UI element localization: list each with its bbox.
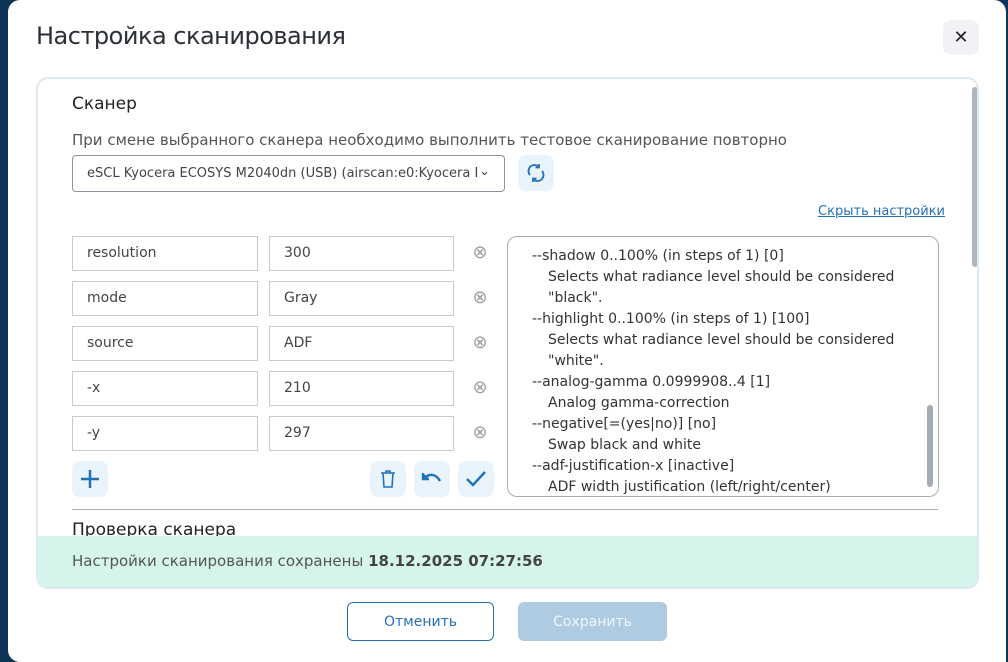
remove-circle-icon: ⊗ bbox=[472, 422, 488, 443]
help-line: ADF width justification (left/right/cent… bbox=[548, 479, 831, 495]
status-timestamp: 18.12.2025 07:27:56 bbox=[368, 552, 543, 570]
help-line: Selects what radiance level should be co… bbox=[548, 269, 895, 306]
chevron-down-icon: ⌄ bbox=[479, 164, 490, 179]
apply-button[interactable] bbox=[458, 461, 494, 497]
undo-icon bbox=[421, 473, 442, 482]
param-name-input[interactable]: source bbox=[72, 326, 258, 361]
status-text: Настройки сканирования сохранены bbox=[72, 552, 364, 570]
panel-scrollbar[interactable] bbox=[972, 87, 977, 267]
dialog-title: Настройка сканирования bbox=[36, 22, 346, 50]
help-line: Selects what radiance level should be co… bbox=[548, 332, 895, 369]
refresh-icon bbox=[527, 164, 545, 182]
help-line: --analog-gamma 0.0999908..4 [1] bbox=[532, 374, 771, 390]
hide-settings-link[interactable]: Скрыть настройки bbox=[818, 204, 945, 219]
param-name-input[interactable]: mode bbox=[72, 281, 258, 316]
remove-circle-icon: ⊗ bbox=[472, 287, 488, 308]
help-scrollbar[interactable] bbox=[927, 405, 933, 487]
help-line: --negative[=(yes|no)] [no] bbox=[532, 416, 717, 432]
remove-param-button[interactable]: ⊗ bbox=[470, 243, 490, 263]
param-name-input[interactable]: -y bbox=[72, 416, 258, 451]
scanner-note: При смене выбранного сканера необходимо … bbox=[72, 131, 787, 149]
scanner-select[interactable]: eSCL Kyocera ECOSYS M2040dn (USB) (airsc… bbox=[72, 155, 505, 192]
remove-circle-icon: ⊗ bbox=[472, 242, 488, 263]
help-line: --highlight 0..100% (in steps of 1) [100… bbox=[532, 311, 810, 327]
scan-settings-dialog: Настройка сканирования ✕ Сканер При смен… bbox=[8, 0, 1006, 662]
help-line: --shadow 0..100% (in steps of 1) [0] bbox=[532, 248, 784, 264]
scanner-check-heading: Проверка сканера bbox=[72, 520, 237, 540]
help-line: Analog gamma-correction bbox=[548, 395, 730, 411]
help-line: --adf-justification-x [inactive] bbox=[532, 458, 735, 474]
refresh-scanners-button[interactable] bbox=[518, 155, 554, 191]
remove-param-button[interactable]: ⊗ bbox=[470, 378, 490, 398]
save-button[interactable]: Сохранить bbox=[518, 602, 667, 641]
check-icon bbox=[466, 471, 486, 487]
add-param-button[interactable] bbox=[72, 461, 108, 497]
scanner-heading: Сканер bbox=[72, 94, 137, 114]
param-name-input[interactable]: -x bbox=[72, 371, 258, 406]
remove-circle-icon: ⊗ bbox=[472, 332, 488, 353]
close-button[interactable]: ✕ bbox=[943, 20, 979, 55]
status-message: Настройки сканирования сохранены 18.12.2… bbox=[38, 536, 977, 587]
scanner-select-value: eSCL Kyocera ECOSYS M2040dn (USB) (airsc… bbox=[87, 166, 479, 181]
remove-circle-icon: ⊗ bbox=[472, 377, 488, 398]
trash-icon bbox=[381, 470, 395, 488]
param-value-input[interactable]: Gray bbox=[269, 281, 454, 316]
cancel-button[interactable]: Отменить bbox=[347, 602, 494, 641]
remove-param-button[interactable]: ⊗ bbox=[470, 423, 490, 443]
param-name-input[interactable]: resolution bbox=[72, 236, 258, 271]
param-value-input[interactable]: ADF bbox=[269, 326, 454, 361]
delete-button[interactable] bbox=[370, 461, 406, 497]
settings-panel: Сканер При смене выбранного сканера необ… bbox=[36, 77, 979, 589]
remove-param-button[interactable]: ⊗ bbox=[470, 288, 490, 308]
param-value-input[interactable]: 300 bbox=[269, 236, 454, 271]
plus-icon bbox=[81, 470, 99, 488]
param-value-input[interactable]: 297 bbox=[269, 416, 454, 451]
divider bbox=[72, 509, 938, 510]
close-icon: ✕ bbox=[953, 27, 969, 48]
scanner-options-help[interactable]: --shadow 0..100% (in steps of 1) [0] Sele… bbox=[507, 236, 939, 497]
remove-param-button[interactable]: ⊗ bbox=[470, 333, 490, 353]
help-line: Swap black and white bbox=[548, 437, 701, 453]
undo-button[interactable] bbox=[414, 461, 450, 497]
param-value-input[interactable]: 210 bbox=[269, 371, 454, 406]
